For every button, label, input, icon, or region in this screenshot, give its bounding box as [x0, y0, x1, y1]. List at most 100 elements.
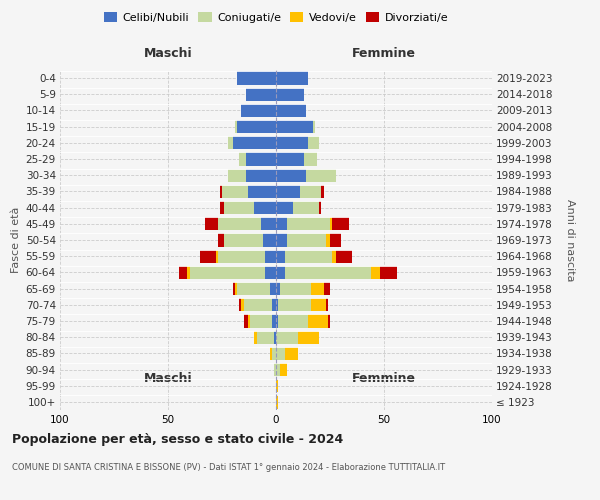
Bar: [254, 330, 257, 344]
Bar: [326, 234, 330, 246]
Bar: [280, 363, 287, 376]
Bar: [332, 217, 349, 230]
Y-axis label: Fasce di età: Fasce di età: [11, 207, 22, 273]
Bar: [276, 136, 308, 149]
Bar: [272, 314, 276, 328]
Bar: [276, 88, 304, 101]
Bar: [237, 120, 276, 134]
Bar: [218, 250, 265, 263]
Bar: [265, 266, 276, 279]
Bar: [235, 120, 237, 134]
Bar: [254, 201, 276, 214]
Bar: [300, 185, 322, 198]
Bar: [179, 266, 187, 279]
Bar: [326, 298, 328, 312]
Bar: [269, 282, 276, 295]
Bar: [224, 234, 263, 246]
Bar: [332, 250, 337, 263]
Bar: [246, 168, 276, 182]
Bar: [239, 298, 241, 312]
Bar: [287, 217, 330, 230]
Bar: [276, 298, 278, 312]
Bar: [284, 250, 332, 263]
Bar: [222, 185, 248, 198]
Bar: [278, 298, 311, 312]
Bar: [263, 234, 276, 246]
Bar: [308, 314, 328, 328]
Bar: [330, 234, 341, 246]
Bar: [278, 314, 308, 328]
Bar: [276, 217, 287, 230]
Bar: [269, 346, 272, 360]
Bar: [246, 152, 276, 166]
Bar: [244, 298, 272, 312]
Bar: [237, 282, 269, 295]
Y-axis label: Anni di nascita: Anni di nascita: [565, 198, 575, 281]
Bar: [371, 266, 380, 279]
Bar: [276, 185, 300, 198]
Bar: [248, 185, 276, 198]
Bar: [276, 282, 280, 295]
Bar: [276, 346, 284, 360]
Bar: [284, 346, 298, 360]
Bar: [284, 266, 371, 279]
Bar: [276, 234, 287, 246]
Bar: [311, 298, 326, 312]
Bar: [276, 379, 278, 392]
Bar: [220, 185, 222, 198]
Bar: [298, 330, 319, 344]
Text: COMUNE DI SANTA CRISTINA E BISSONE (PV) - Dati ISTAT 1° gennaio 2024 - Elaborazi: COMUNE DI SANTA CRISTINA E BISSONE (PV) …: [12, 462, 445, 471]
Bar: [187, 266, 190, 279]
Bar: [276, 168, 306, 182]
Bar: [323, 282, 330, 295]
Bar: [313, 120, 315, 134]
Bar: [190, 266, 265, 279]
Text: Femmine: Femmine: [352, 47, 416, 60]
Bar: [274, 363, 276, 376]
Bar: [200, 250, 215, 263]
Bar: [319, 201, 322, 214]
Bar: [311, 282, 323, 295]
Bar: [215, 250, 218, 263]
Bar: [257, 330, 274, 344]
Bar: [235, 282, 237, 295]
Bar: [248, 314, 250, 328]
Bar: [239, 152, 246, 166]
Bar: [265, 250, 276, 263]
Bar: [229, 168, 246, 182]
Bar: [224, 201, 254, 214]
Bar: [276, 250, 284, 263]
Bar: [276, 363, 280, 376]
Bar: [276, 266, 284, 279]
Bar: [218, 217, 261, 230]
Bar: [308, 136, 319, 149]
Bar: [233, 282, 235, 295]
Bar: [250, 314, 272, 328]
Bar: [246, 88, 276, 101]
Bar: [322, 185, 323, 198]
Bar: [306, 168, 337, 182]
Bar: [229, 136, 233, 149]
Bar: [276, 396, 278, 408]
Bar: [241, 104, 276, 117]
Bar: [280, 282, 311, 295]
Bar: [293, 201, 319, 214]
Bar: [304, 152, 317, 166]
Text: Maschi: Maschi: [143, 372, 193, 386]
Bar: [237, 72, 276, 85]
Text: Maschi: Maschi: [143, 47, 193, 60]
Bar: [330, 217, 332, 230]
Bar: [244, 314, 248, 328]
Bar: [276, 152, 304, 166]
Bar: [287, 234, 326, 246]
Bar: [276, 201, 293, 214]
Bar: [276, 314, 278, 328]
Bar: [272, 298, 276, 312]
Bar: [218, 234, 224, 246]
Text: Femmine: Femmine: [352, 372, 416, 386]
Bar: [276, 120, 313, 134]
Bar: [380, 266, 397, 279]
Bar: [272, 346, 276, 360]
Bar: [220, 201, 224, 214]
Bar: [233, 136, 276, 149]
